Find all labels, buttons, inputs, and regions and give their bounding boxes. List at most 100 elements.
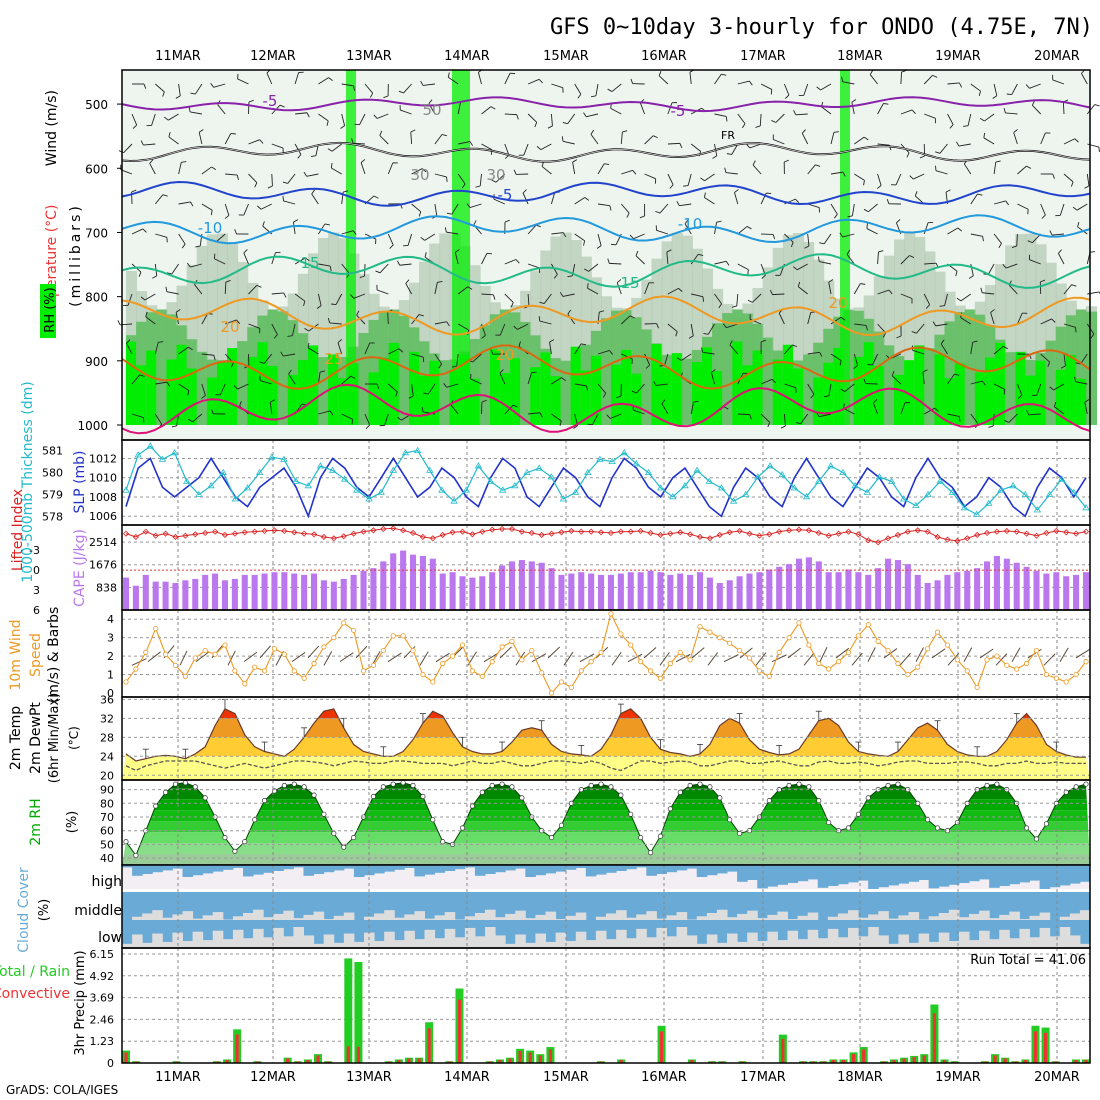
- cloud-clear-fill: [565, 941, 577, 948]
- thickness-point: [693, 466, 701, 473]
- wind-barb: [752, 164, 762, 175]
- precip-convective-bar: [892, 1059, 896, 1063]
- wind-barb: [729, 344, 739, 355]
- wind-barb-flag: [549, 339, 555, 343]
- rh-point: [558, 822, 565, 828]
- wind-speed-point: [667, 660, 673, 667]
- wind-barb-flag: [577, 94, 582, 99]
- wind-barb-flag: [518, 341, 521, 347]
- wind-barb: [1011, 83, 1018, 95]
- wind-barb: [225, 319, 237, 325]
- lifted-index-point: [439, 531, 446, 539]
- cloud-clear-fill: [868, 927, 879, 948]
- wind-barb-flag: [190, 201, 194, 207]
- lifted-index-point: [221, 531, 229, 539]
- wind-barb-flag: [1084, 399, 1090, 403]
- wind-barb-flag: [911, 331, 917, 334]
- precip-convective-bar: [1023, 1059, 1027, 1063]
- wind-barb-flag: [1098, 147, 1100, 153]
- wind-barb: [877, 143, 890, 146]
- cloud-clear-fill: [142, 913, 153, 920]
- thickness-point: [754, 473, 762, 480]
- wind-unit-label: (m/s) & Barbs: [46, 607, 62, 704]
- wind-speed-point: [816, 660, 822, 667]
- wind-barb: [523, 143, 529, 156]
- wind-barb: [126, 343, 133, 355]
- rh-point: [895, 781, 901, 787]
- cloud-high-fill: [515, 865, 526, 869]
- lifted-index-point: [815, 529, 822, 537]
- wind-speed-point: [360, 668, 367, 674]
- wind-barb-flag: [561, 377, 566, 381]
- wind-speed-point: [964, 668, 970, 674]
- wind-barb-flag: [843, 403, 845, 409]
- cape-bar: [192, 578, 199, 610]
- wind-speed-point: [657, 675, 664, 681]
- rh-point: [1063, 789, 1069, 795]
- precip-convective-bar: [1074, 1059, 1078, 1063]
- wind-barb-flag: [451, 365, 457, 368]
- wind-barb: [454, 252, 459, 265]
- cloud-clear-fill: [958, 931, 970, 948]
- cape-y-tick: 838: [96, 581, 117, 594]
- cape-bar: [548, 568, 555, 610]
- wind-barb: [644, 353, 651, 366]
- wind-barb: [854, 173, 865, 181]
- wind-barb: [318, 77, 329, 85]
- wind-barb-flag: [424, 252, 427, 258]
- cape-bar: [1053, 572, 1060, 610]
- wind-barb: [356, 315, 366, 325]
- wind-barb: [154, 342, 159, 355]
- cloud-clear-fill: [525, 918, 536, 920]
- wind-barb: [775, 113, 785, 123]
- cape-bar: [202, 574, 209, 610]
- wind-barb-flag: [181, 161, 187, 163]
- wind-barb-flag: [932, 74, 938, 78]
- wind-barb-flag: [186, 262, 191, 268]
- cloud-clear-fill: [616, 929, 627, 948]
- thickness-point: [122, 486, 130, 493]
- wind-barb: [178, 201, 191, 205]
- wind-barb: [178, 346, 189, 355]
- precip-convective-bar: [912, 1056, 916, 1063]
- wind-barb-flag: [1072, 206, 1078, 211]
- precip-convective-bar: [801, 1061, 805, 1063]
- cloud-high-fill: [737, 865, 748, 882]
- cloud-clear-fill: [636, 928, 647, 948]
- wind-speed-point: [370, 662, 377, 668]
- thickness-point: [328, 466, 337, 473]
- wind-barb: [947, 373, 955, 385]
- precip-convective-bar: [599, 1061, 603, 1063]
- wind-barb-flag: [1004, 420, 1010, 423]
- wind-barb: [621, 353, 633, 360]
- rh-shade-90: [257, 342, 269, 425]
- precip-convective-bar: [457, 999, 462, 1063]
- rh-point: [400, 780, 406, 786]
- thickness-point: [377, 488, 385, 495]
- cloud-low-label: low: [98, 930, 122, 946]
- wind-barb-flag: [351, 138, 354, 144]
- wind-barb-flag: [716, 220, 722, 223]
- wind-barb: [376, 289, 389, 295]
- wind-barb-flag: [201, 395, 206, 399]
- thickness-point: [499, 486, 507, 493]
- wind-barb-flag: [513, 169, 517, 175]
- cloud-clear-fill: [979, 910, 990, 920]
- cloud-high-fill: [414, 865, 425, 877]
- cloud-clear-fill: [646, 937, 657, 948]
- wind-barb-flag: [132, 124, 138, 129]
- wind-barb: [364, 233, 377, 240]
- wind-barb: [574, 343, 582, 355]
- wind-barb: [574, 83, 582, 95]
- rh-shade-60: [439, 233, 451, 425]
- contour-label: 30: [486, 166, 505, 184]
- wind-barb-flag: [729, 340, 733, 346]
- rh-shade-80: [560, 360, 572, 425]
- wind-barb: [667, 287, 679, 295]
- rh-shade-60: [681, 235, 693, 425]
- wind-barb: [803, 83, 809, 96]
- contour-label: 20: [495, 346, 514, 364]
- cape-bar: [696, 572, 704, 610]
- wind-barb-flag: [461, 183, 466, 189]
- wind-barb-flag: [408, 395, 414, 399]
